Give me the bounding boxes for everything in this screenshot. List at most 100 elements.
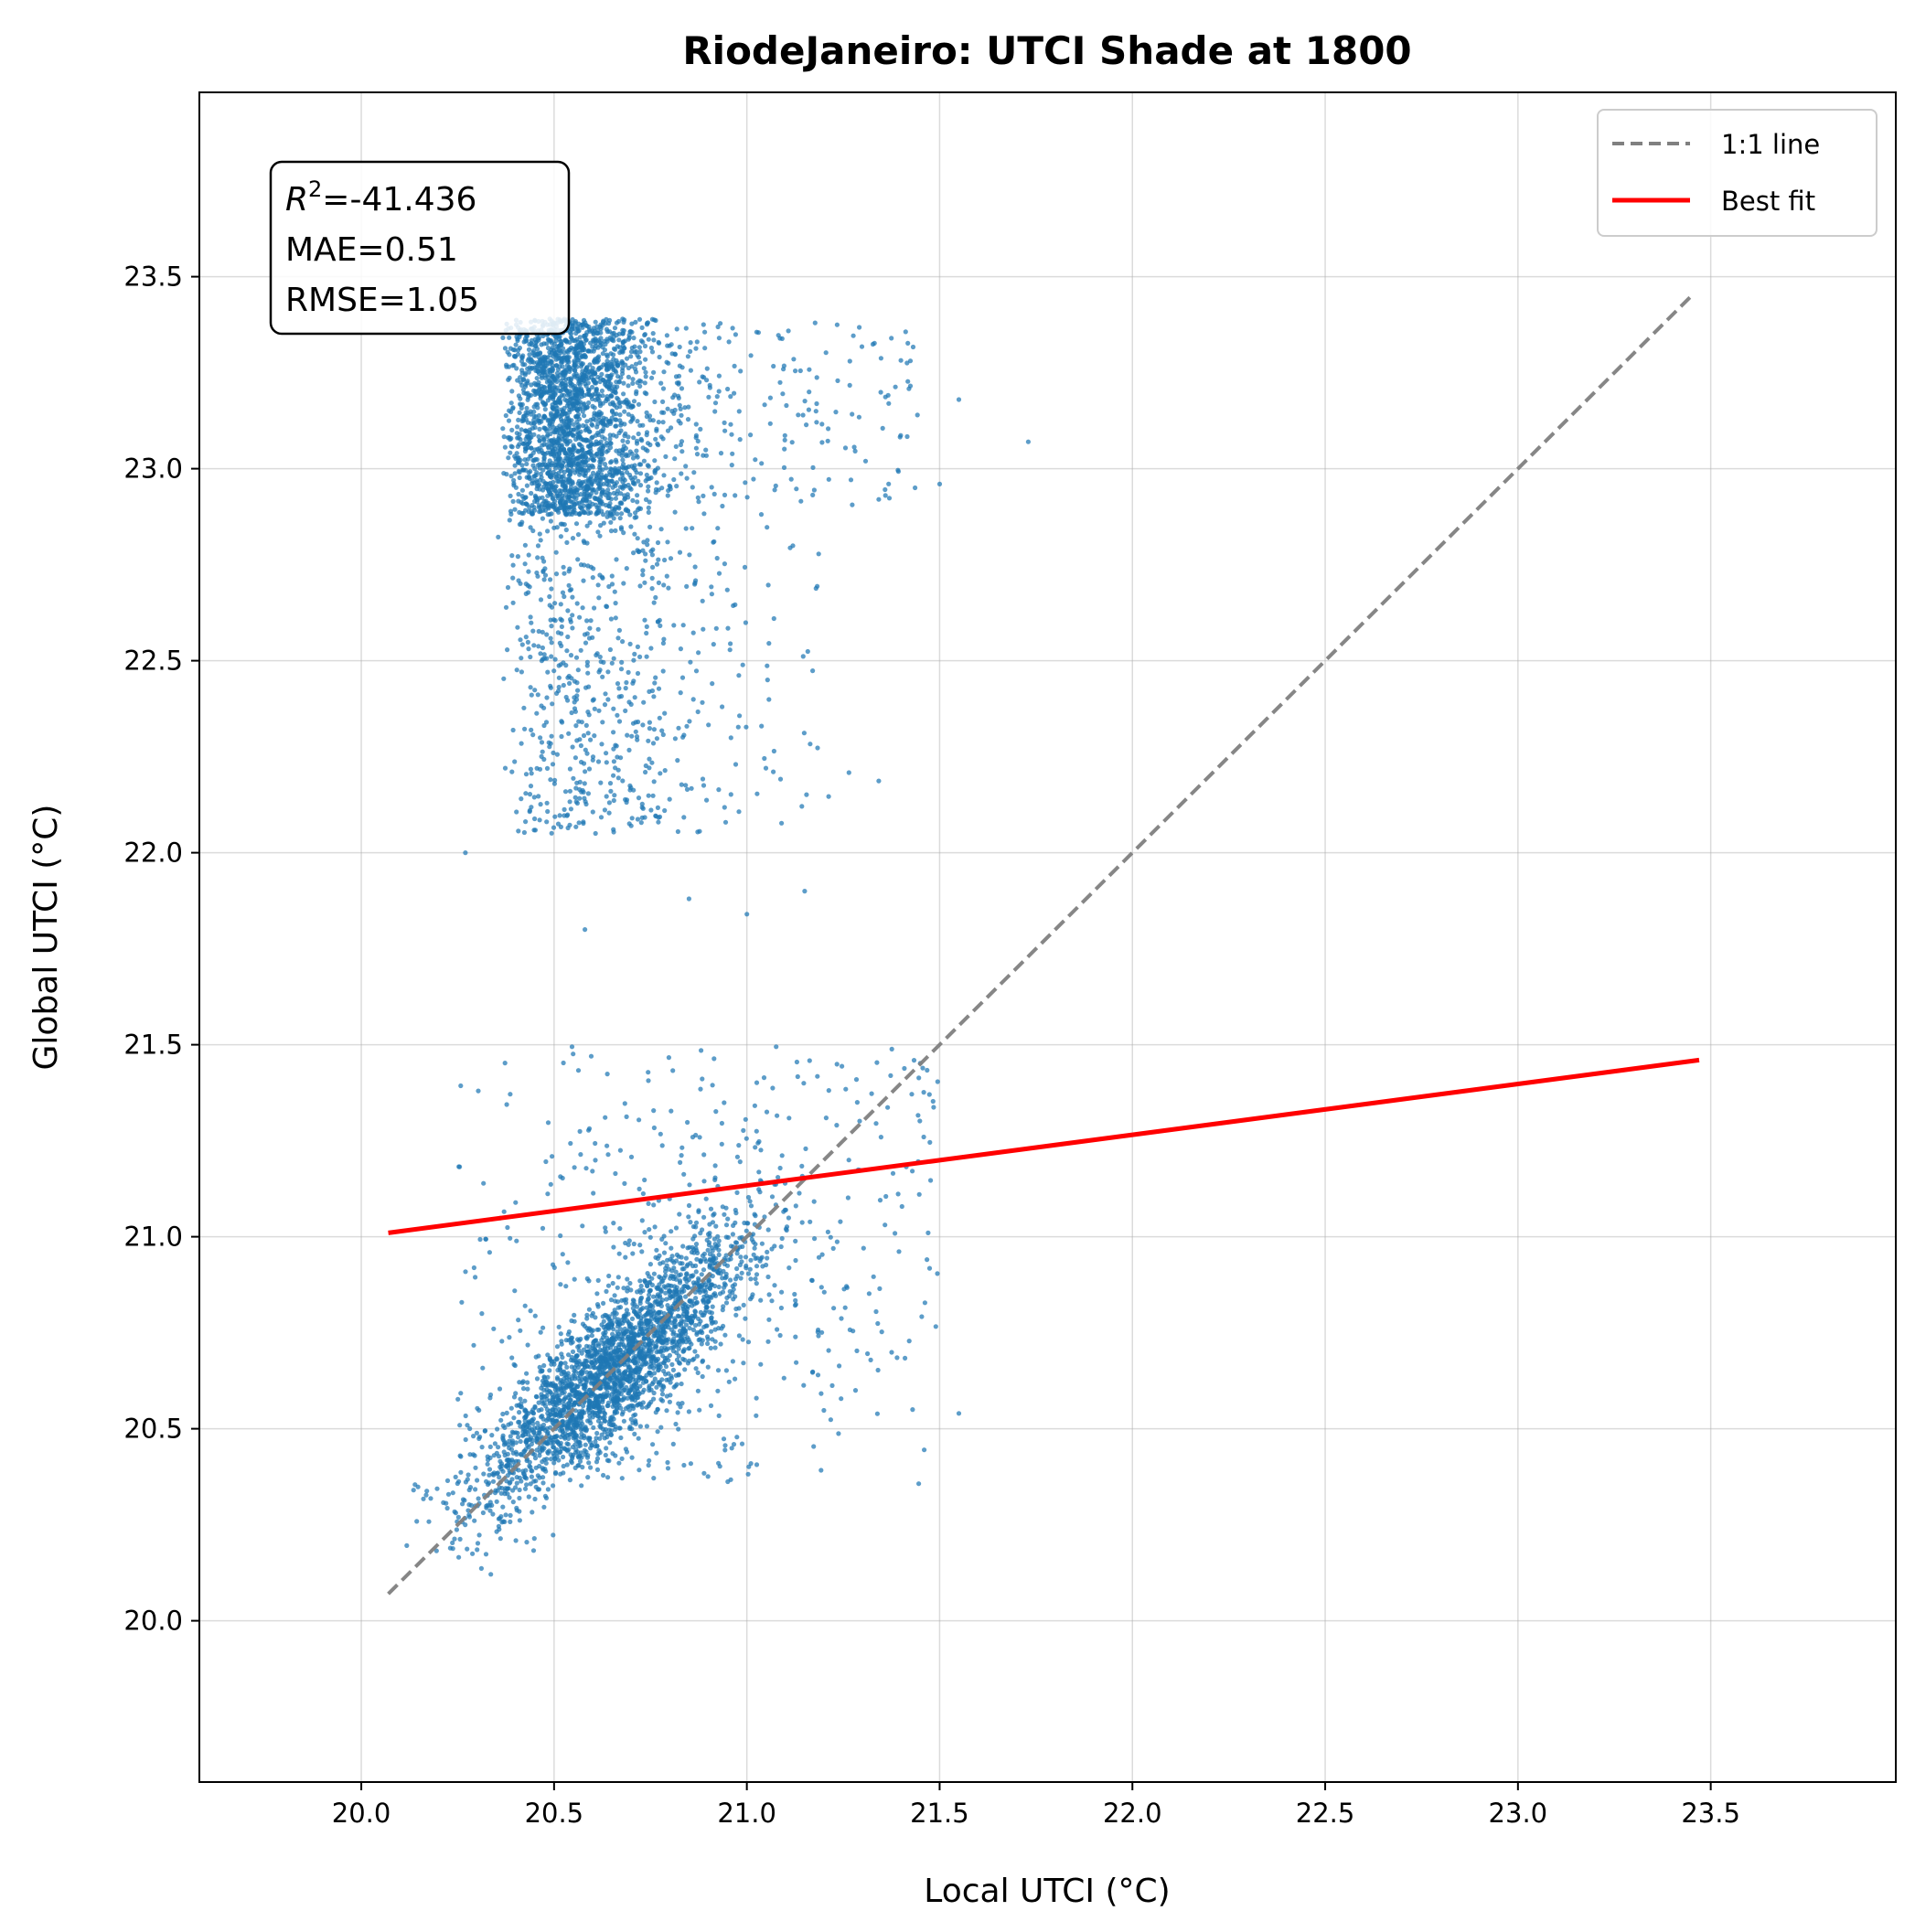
scatter-point bbox=[753, 1145, 758, 1150]
scatter-point bbox=[483, 1552, 489, 1557]
scatter-point bbox=[721, 1436, 727, 1442]
scatter-point bbox=[570, 1349, 576, 1354]
scatter-point bbox=[641, 458, 647, 464]
scatter-point bbox=[565, 453, 571, 458]
scatter-point bbox=[644, 472, 649, 478]
scatter-point bbox=[588, 1348, 594, 1353]
scatter-point bbox=[673, 1421, 679, 1427]
scatter-point bbox=[552, 1399, 559, 1404]
scatter-point bbox=[736, 1333, 743, 1339]
scatter-point bbox=[558, 1381, 563, 1386]
scatter-point bbox=[598, 330, 604, 336]
scatter-point bbox=[517, 475, 522, 481]
scatter-point bbox=[537, 1453, 542, 1458]
scatter-point bbox=[525, 397, 530, 402]
scatter-point bbox=[602, 1377, 608, 1382]
scatter-point bbox=[679, 449, 685, 454]
scatter-point bbox=[603, 1329, 608, 1335]
scatter-point bbox=[679, 1145, 685, 1150]
scatter-point bbox=[705, 1364, 711, 1370]
scatter-point bbox=[739, 1441, 745, 1446]
scatter-point bbox=[551, 1532, 556, 1538]
scatter-point bbox=[544, 1425, 550, 1431]
scatter-point bbox=[653, 1410, 658, 1415]
scatter-point bbox=[748, 1203, 754, 1209]
scatter-point bbox=[578, 1443, 583, 1448]
scatter-point bbox=[686, 1202, 692, 1209]
scatter-point bbox=[507, 335, 512, 340]
scatter-point bbox=[479, 1311, 485, 1317]
scatter-point bbox=[561, 1454, 566, 1460]
scatter-point bbox=[514, 1238, 519, 1244]
scatter-point bbox=[545, 1352, 551, 1358]
scatter-point bbox=[627, 1364, 633, 1370]
scatter-point bbox=[633, 319, 638, 325]
scatter-point bbox=[491, 1326, 497, 1331]
scatter-point bbox=[733, 1276, 739, 1282]
scatter-point bbox=[535, 382, 540, 388]
scatter-point bbox=[590, 416, 596, 422]
scatter-point bbox=[676, 1426, 681, 1432]
scatter-point bbox=[921, 1134, 926, 1140]
scatter-point bbox=[722, 1447, 728, 1453]
scatter-point bbox=[644, 1311, 650, 1318]
scatter-point bbox=[706, 394, 711, 400]
scatter-point bbox=[693, 1242, 700, 1247]
scatter-point bbox=[611, 1389, 616, 1394]
scatter-point bbox=[586, 1126, 593, 1131]
scatter-point bbox=[632, 475, 638, 480]
scatter-point bbox=[772, 1283, 777, 1288]
scatter-point bbox=[404, 1542, 410, 1548]
scatter-point bbox=[793, 1302, 798, 1308]
scatter-point bbox=[525, 442, 530, 447]
scatter-point bbox=[497, 1475, 502, 1480]
scatter-point bbox=[599, 371, 604, 377]
scatter-point bbox=[688, 340, 693, 346]
scatter-point bbox=[522, 1303, 528, 1308]
scatter-point bbox=[553, 1469, 559, 1476]
scatter-point bbox=[683, 1322, 690, 1328]
scatter-point bbox=[696, 1209, 701, 1214]
scatter-point bbox=[545, 1120, 551, 1126]
scatter-point bbox=[503, 1512, 508, 1518]
scatter-point bbox=[594, 1430, 600, 1436]
scatter-point bbox=[628, 1287, 634, 1293]
scatter-point bbox=[561, 1463, 566, 1469]
scatter-point bbox=[656, 339, 661, 345]
scatter-point bbox=[612, 326, 618, 331]
scatter-point bbox=[919, 1314, 925, 1319]
scatter-point bbox=[596, 1364, 602, 1370]
scatter-point bbox=[825, 1229, 831, 1234]
scatter-point bbox=[701, 322, 706, 327]
scatter-point bbox=[935, 1271, 940, 1276]
scatter-point bbox=[580, 1425, 585, 1431]
scatter-point bbox=[728, 1277, 733, 1283]
scatter-point bbox=[615, 1299, 621, 1305]
scatter-point bbox=[476, 1436, 482, 1441]
scatter-point bbox=[536, 355, 541, 360]
scatter-point bbox=[650, 331, 656, 336]
scatter-point bbox=[655, 1286, 660, 1292]
scatter-point bbox=[673, 1383, 679, 1389]
scatter-point bbox=[471, 1342, 476, 1348]
scatter-point bbox=[547, 426, 553, 432]
scatter-point bbox=[459, 1299, 465, 1305]
scatter-point bbox=[664, 333, 670, 338]
scatter-point bbox=[647, 1353, 653, 1359]
scatter-point bbox=[617, 1147, 624, 1153]
scatter-point bbox=[653, 317, 658, 324]
scatter-point bbox=[529, 1468, 534, 1473]
scatter-point bbox=[566, 1352, 572, 1358]
scatter-point bbox=[632, 1308, 637, 1314]
scatter-point bbox=[551, 1440, 556, 1446]
scatter-point bbox=[818, 1468, 824, 1473]
scatter-point bbox=[651, 1314, 657, 1319]
scatter-point bbox=[576, 1409, 583, 1414]
scatter-point bbox=[650, 1442, 656, 1447]
scatter-point bbox=[903, 1355, 908, 1361]
scatter-point bbox=[646, 1201, 651, 1206]
scatter-point bbox=[748, 1257, 754, 1263]
scatter-point bbox=[701, 1312, 707, 1318]
scatter-point bbox=[651, 1390, 657, 1396]
scatter-point bbox=[695, 438, 701, 444]
